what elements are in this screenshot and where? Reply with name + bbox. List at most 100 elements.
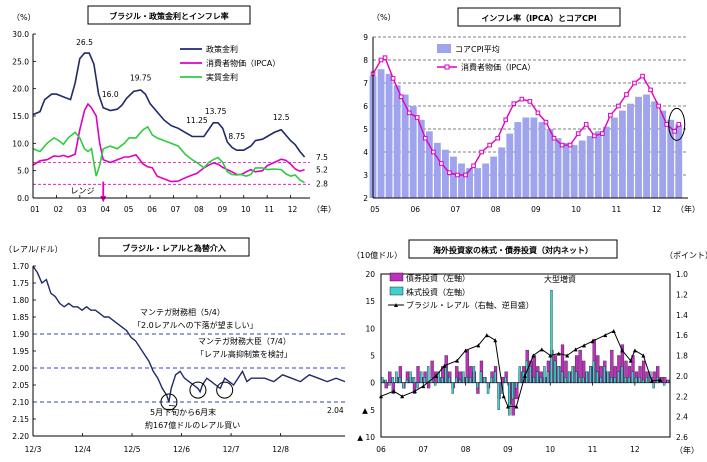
c2-series-ipca [372, 56, 680, 176]
c2-bar [554, 138, 562, 198]
c4-bar-equity [479, 371, 483, 383]
c1-annotation: 19.75 [130, 73, 152, 82]
c4-bar-equity [641, 379, 645, 383]
c3-series-real [32, 265, 346, 403]
c1-legend-label: 政策金利 [206, 44, 238, 54]
c4-bar-equity [416, 382, 419, 389]
c2-bar [425, 131, 433, 198]
c2-bar [602, 126, 610, 198]
c2-marker [398, 94, 404, 100]
c4-marker [442, 363, 447, 368]
c4-bar-equity [483, 377, 486, 383]
c2-marker [503, 117, 509, 123]
c4-marker [649, 378, 654, 383]
c2-marker [575, 131, 581, 136]
c4-legend-swatch [389, 272, 404, 282]
c1-series-policy-rate [32, 52, 306, 158]
c2-bar [610, 117, 618, 198]
c4-marker [565, 353, 570, 358]
c4-bar-equity [426, 366, 430, 383]
c1-xtick: 10 [241, 205, 251, 214]
c4-ytick-left: 10 [365, 324, 375, 333]
c2-marker [519, 96, 525, 102]
c4-marker [400, 394, 405, 399]
c3-xtick: 12/4 [74, 445, 91, 454]
c4-bar-equity [462, 371, 465, 383]
c1-ytick: 5.0 [17, 167, 29, 176]
c4-bar-equity [536, 371, 539, 383]
c2-xtick: 08 [491, 205, 501, 214]
c4-bar-equity [620, 366, 624, 383]
c4-bar-equity [613, 377, 617, 383]
c2-marker [414, 115, 420, 120]
c1-ytick: 0.0 [17, 194, 29, 203]
c4-marker [463, 348, 468, 353]
c4-bar-equity [666, 380, 669, 383]
c2-bar [562, 142, 570, 198]
c2-marker [551, 135, 557, 141]
c3-xtick: 12/7 [223, 445, 240, 454]
c4-marker [556, 351, 561, 356]
c4-series-real [380, 330, 661, 407]
c3-ytick: 2.20 [12, 432, 29, 441]
c4-bar-equity [493, 371, 497, 383]
c1-xlabel: （年） [312, 204, 336, 214]
c2-marker [664, 122, 669, 127]
c2-bar [530, 117, 538, 198]
c2-marker [447, 170, 452, 175]
c4-bar-equity [574, 371, 578, 383]
c4-marker [628, 358, 633, 363]
c4-bar-equity [412, 377, 416, 383]
c2-marker [479, 149, 484, 155]
c4-title-box [408, 239, 618, 259]
c2-bar [522, 117, 530, 198]
c3-annotation: 約167億ドルのレアル買い [145, 420, 240, 430]
c3-ytick: 1.90 [12, 330, 29, 339]
c4-bar-bond [426, 382, 431, 389]
c3-title-box [98, 237, 250, 257]
c4-legend-swatch [389, 286, 404, 296]
c2-ytick: 9 [363, 33, 368, 42]
c4-bar-equity [550, 290, 553, 383]
c4-legend-marker [394, 303, 398, 307]
c4-bar-equity [398, 377, 402, 383]
c4-marker [590, 339, 595, 344]
c4-bar-equity [402, 382, 405, 389]
c1-xtick: 02 [54, 205, 64, 214]
c3-ytick: 2.05 [12, 381, 29, 390]
c2-ytick: 2 [363, 194, 368, 203]
c4-bar-equity [476, 382, 479, 389]
c1-end-label: 7.5 [316, 153, 328, 162]
c4-ytick-left: 15 [365, 297, 375, 306]
c4-bar-equity [388, 382, 391, 386]
c3-ytick: 1.80 [12, 296, 29, 305]
c2-highlight-circle [668, 107, 686, 141]
c2-bar [651, 101, 659, 198]
c4-bar-equity [472, 366, 476, 383]
c2-ytick: 6 [363, 102, 368, 111]
c2-bar [643, 94, 650, 198]
c2-bar [393, 85, 401, 198]
c4-ytick-left: 5 [370, 352, 375, 361]
c1-xtick: 03 [77, 205, 87, 214]
c2-bar [538, 122, 546, 198]
c4-bar-equity [582, 377, 585, 383]
c2-marker [616, 103, 621, 109]
c2-ytick: 3 [363, 171, 368, 180]
c4-bar-equity [391, 377, 395, 383]
c2-legend-marker [444, 64, 450, 70]
c4-ytick-right: 1.8 [676, 352, 688, 361]
c4-bar-equity [560, 371, 564, 383]
c4-bar-equity [543, 366, 546, 383]
c1-end-label: 2.8 [316, 180, 328, 189]
c3-annotation: マンテガ財務大臣（7/4） [198, 336, 291, 346]
c1-legend-label: 実質金利 [206, 72, 238, 82]
c4-bar-equity [384, 379, 388, 383]
c2-bar [514, 122, 522, 198]
c4-bar-equity [592, 360, 595, 383]
c2-marker [632, 80, 637, 86]
c3-annotation: 「2.0レアルへの下落が望ましい」 [133, 320, 258, 330]
c4-bar-equity [451, 382, 454, 394]
c4-bar-equity [518, 366, 521, 383]
